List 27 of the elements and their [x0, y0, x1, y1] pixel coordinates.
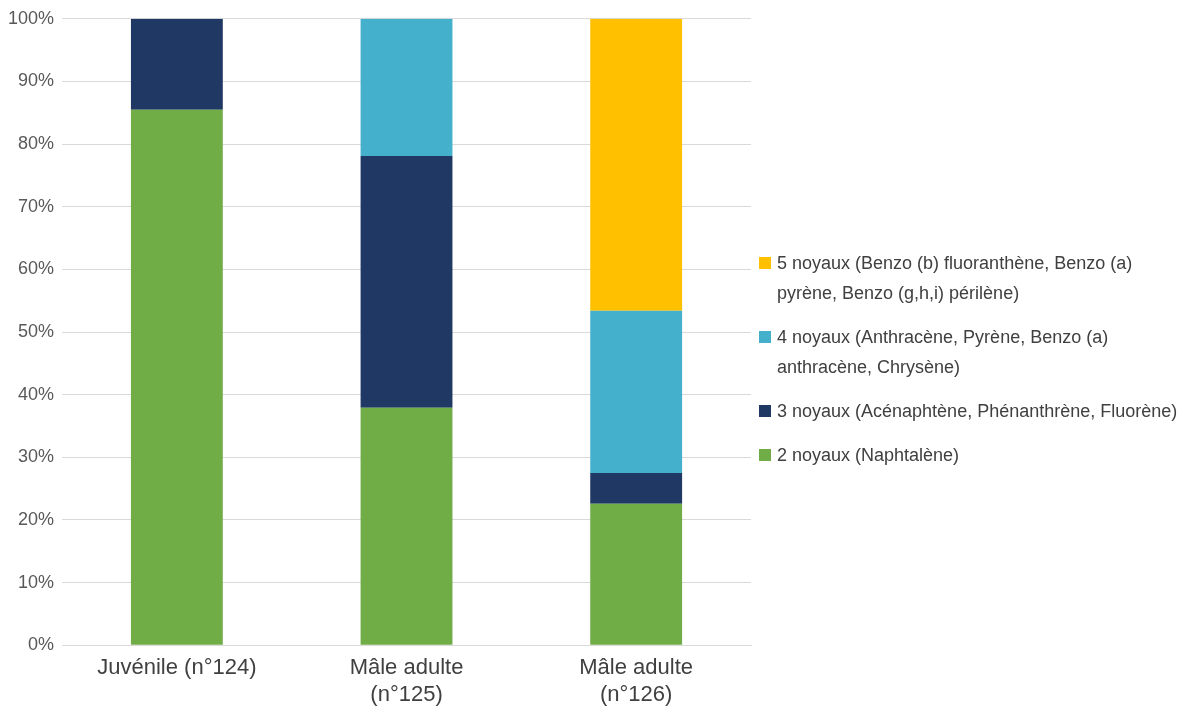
legend-label: 4 noyaux (Anthracène, Pyrène, Benzo (a) anthracène, Chrysène) — [777, 326, 1110, 379]
bar — [590, 18, 683, 311]
legend-label: 5 noyaux (Benzo (b) fluoranthène, Benzo (a) pyrène, Benzo (g,h,i) périlène) — [777, 252, 1134, 305]
bar — [360, 407, 453, 645]
legend-label: 2 noyaux (Naphtalène) — [777, 444, 960, 467]
y-tick-label: 30% — [18, 446, 55, 467]
y-tick-label: 0% — [28, 634, 55, 655]
y-tick-label: 60% — [18, 258, 55, 279]
bar — [590, 310, 683, 473]
x-tick-label: Mâle adulte (n°126) — [579, 654, 694, 706]
bar — [590, 503, 683, 645]
bar — [590, 472, 683, 504]
bar — [130, 18, 223, 110]
y-tick-label: 70% — [18, 195, 55, 216]
bar — [360, 155, 453, 408]
y-tick-label: 90% — [18, 70, 55, 91]
y-tick-label: 80% — [18, 133, 55, 154]
x-tick-label: Juvénile (n°124) — [97, 654, 257, 680]
y-tick-label: 40% — [18, 383, 55, 404]
y-tick-label: 100% — [7, 7, 55, 28]
legend-label: 3 noyaux (Acénaphtène, Phénanthrène, Fluorène) — [777, 400, 1178, 423]
x-tick-label: Mâle adulte (n°125) — [349, 654, 464, 706]
bar — [130, 109, 223, 645]
bar — [360, 18, 453, 156]
y-tick-label: 50% — [18, 320, 55, 341]
y-tick-label: 20% — [18, 508, 55, 529]
y-tick-label: 10% — [18, 571, 55, 592]
